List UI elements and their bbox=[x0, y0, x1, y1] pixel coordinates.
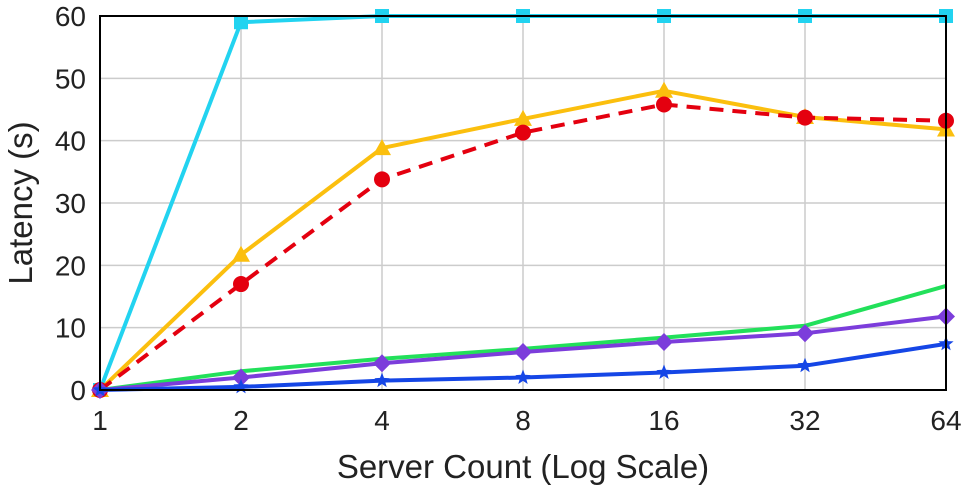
grid bbox=[100, 16, 946, 390]
x-tick-label: 8 bbox=[515, 405, 531, 436]
triangle-marker bbox=[232, 245, 250, 262]
star-marker bbox=[797, 357, 813, 373]
star-marker bbox=[374, 372, 390, 388]
triangle-marker bbox=[373, 139, 391, 156]
circle-marker bbox=[515, 124, 531, 141]
y-tick-label: 50 bbox=[55, 63, 86, 94]
diamond-marker bbox=[514, 342, 532, 361]
triangle-marker bbox=[655, 81, 673, 98]
circle-marker bbox=[656, 96, 672, 113]
star-marker bbox=[515, 369, 531, 384]
y-tick-label: 0 bbox=[70, 375, 86, 406]
y-tick-label: 30 bbox=[55, 188, 86, 219]
square-marker bbox=[234, 15, 248, 30]
x-tick-label: 4 bbox=[374, 405, 390, 436]
y-tick-label: 40 bbox=[55, 126, 86, 157]
y-tick-label: 20 bbox=[55, 250, 86, 281]
x-tick-label: 16 bbox=[648, 405, 679, 436]
diamond-marker bbox=[655, 333, 673, 352]
y-tick-label: 60 bbox=[55, 1, 86, 32]
star-marker bbox=[233, 378, 249, 394]
diamond-marker bbox=[373, 354, 391, 373]
triangle-marker bbox=[514, 109, 532, 126]
diamond-marker bbox=[232, 368, 250, 387]
x-tick-label: 64 bbox=[930, 405, 961, 436]
y-axis-label: Latency (s) bbox=[2, 121, 39, 284]
circle-marker bbox=[797, 109, 813, 126]
diamond-marker bbox=[796, 324, 814, 343]
x-tick-label: 1 bbox=[92, 405, 108, 436]
circle-marker bbox=[233, 276, 249, 293]
tick-labels: 1 2 4 8 16 32 64 0 10 20 30 40 50 60 bbox=[55, 1, 962, 436]
y-tick-label: 10 bbox=[55, 313, 86, 344]
circle-marker bbox=[374, 171, 390, 188]
series-layer bbox=[91, 9, 955, 399]
x-axis-label: Server Count (Log Scale) bbox=[337, 448, 709, 485]
x-tick-label: 2 bbox=[233, 405, 249, 436]
plot-frame bbox=[99, 15, 947, 391]
x-tick-label: 32 bbox=[789, 405, 820, 436]
star-marker bbox=[656, 364, 672, 379]
